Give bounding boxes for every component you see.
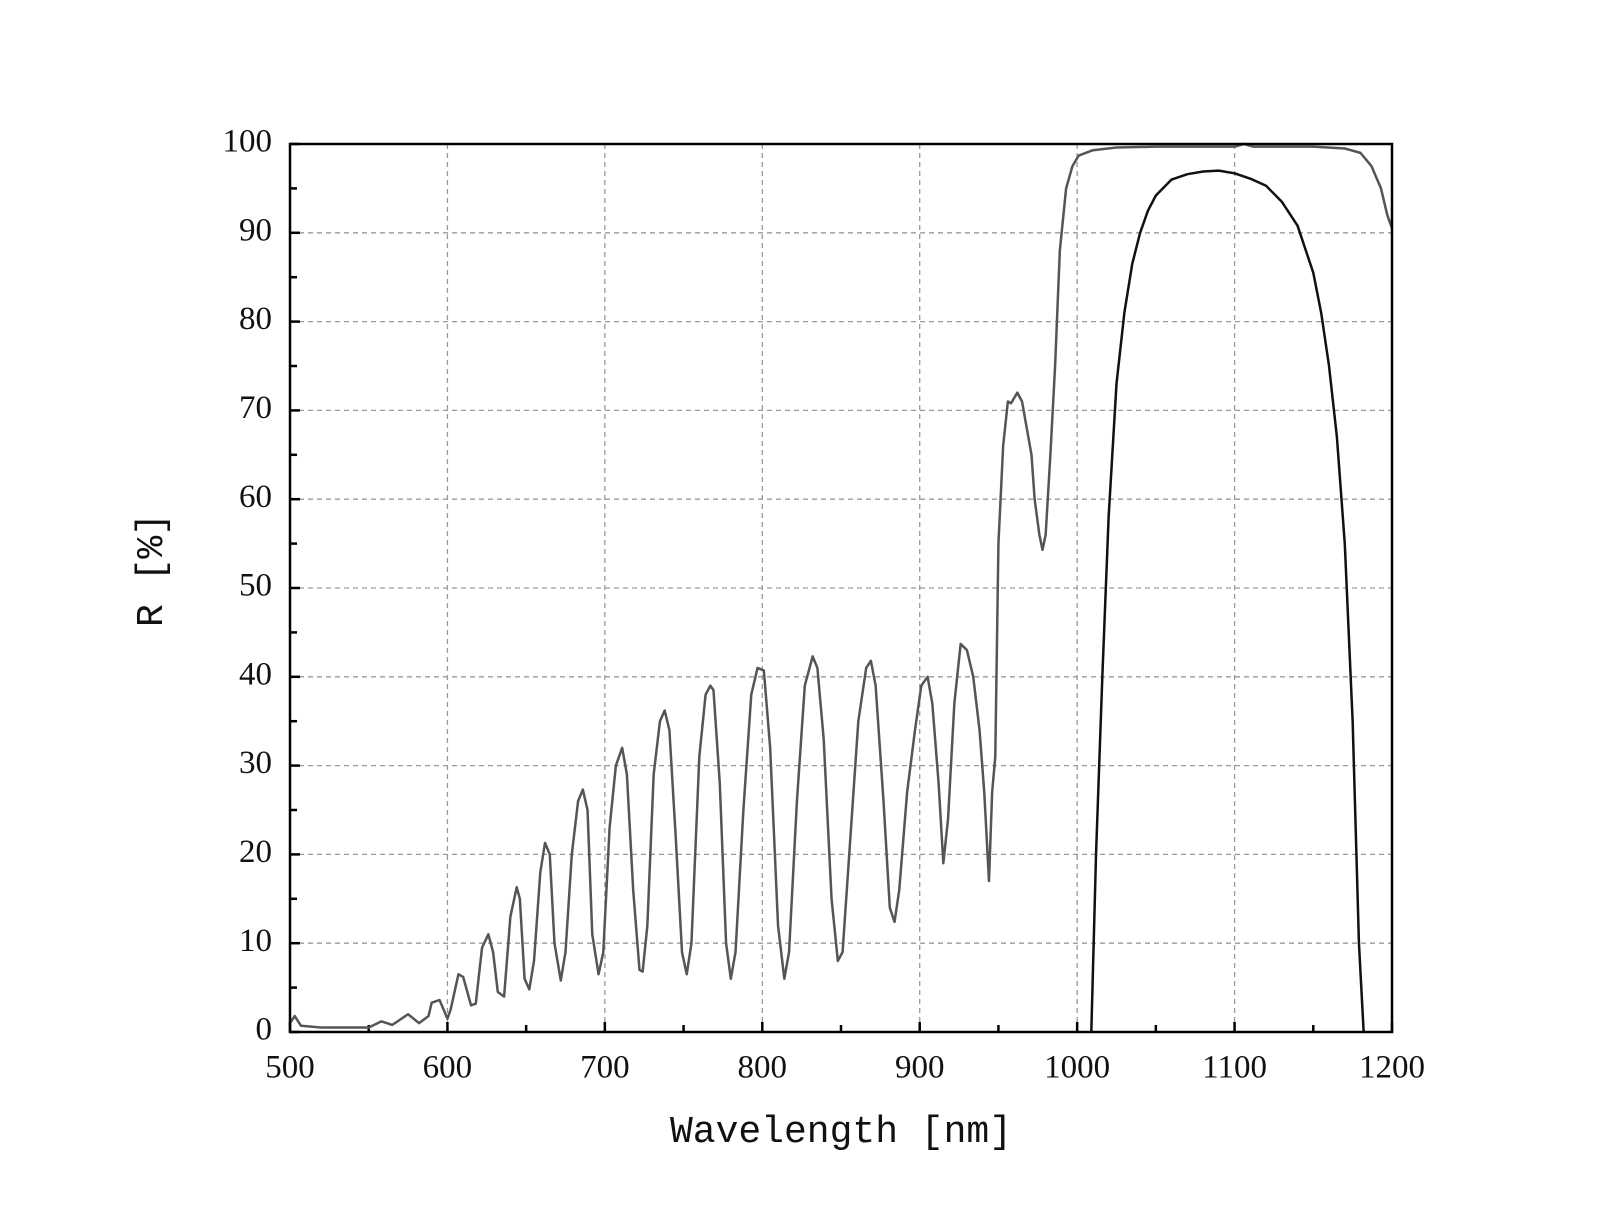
x-tick-label: 1200 <box>1359 1050 1425 1086</box>
x-tick-label: 500 <box>265 1050 315 1086</box>
y-tick-label: 10 <box>239 923 272 959</box>
y-tick-label: 80 <box>239 301 272 337</box>
x-tick-label: 700 <box>580 1050 630 1086</box>
x-tick-label: 800 <box>738 1050 788 1086</box>
x-tick-label: 600 <box>423 1050 473 1086</box>
y-tick-label: 60 <box>239 479 272 515</box>
series-line <box>290 142 1392 1029</box>
y-tick-label: 70 <box>239 390 272 426</box>
y-tick-label: 20 <box>239 834 272 870</box>
y-axis-title: R [%] <box>131 513 174 627</box>
plot-frame <box>288 142 1394 1034</box>
y-tick-label: 100 <box>223 124 273 160</box>
x-tick-label: 900 <box>895 1050 945 1086</box>
x-tick-label: 1100 <box>1202 1050 1267 1086</box>
y-tick-label: 0 <box>256 1012 273 1048</box>
y-tick-label: 90 <box>239 212 272 248</box>
y-tick-label: 40 <box>239 656 272 692</box>
y-tick-label: 50 <box>239 568 272 604</box>
series-line <box>1090 169 1365 1032</box>
y-tick-label: 30 <box>239 745 272 781</box>
x-axis-title: Wavelength [nm] <box>670 1111 1012 1154</box>
x-tick-label: 1000 <box>1044 1050 1110 1086</box>
